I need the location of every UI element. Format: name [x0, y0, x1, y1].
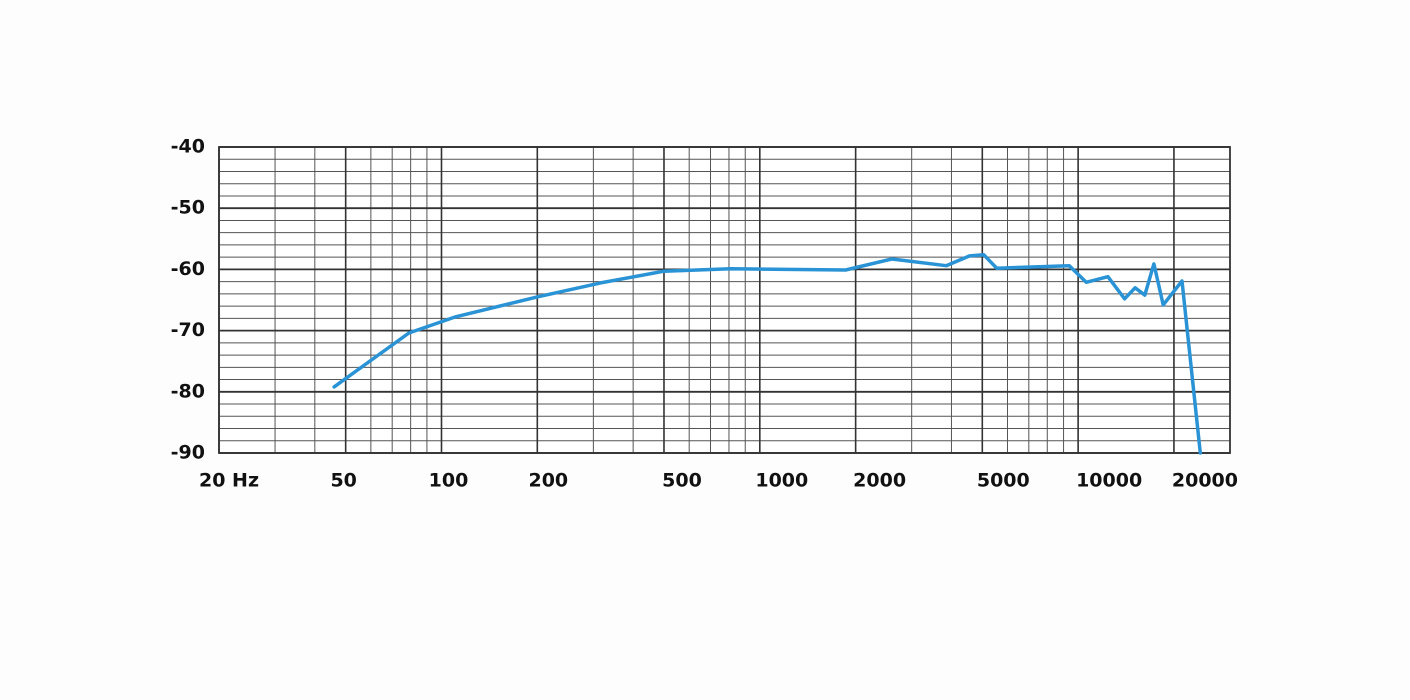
y-tick-label: -70	[171, 319, 205, 341]
response-line	[332, 252, 1203, 455]
x-tick-label: 10000	[1076, 470, 1142, 492]
plot-area	[219, 147, 1230, 453]
x-tick-label: 1000	[755, 470, 808, 492]
y-tick-label: -80	[171, 380, 205, 402]
x-tick-label: 20000	[1172, 470, 1238, 492]
y-tick-label: -50	[171, 197, 205, 219]
x-tick-label: 50	[330, 470, 356, 492]
y-tick-label: -40	[171, 136, 205, 158]
x-tick-label: 2000	[853, 470, 906, 492]
x-tick-label: 20 Hz	[199, 470, 259, 492]
x-tick-label: 100	[429, 470, 469, 492]
x-tick-label: 200	[528, 470, 568, 492]
plot-border	[218, 146, 1231, 454]
y-tick-label: -90	[171, 442, 205, 464]
x-tick-label: 500	[662, 470, 702, 492]
y-tick-label: -60	[171, 258, 205, 280]
x-tick-label: 5000	[977, 470, 1030, 492]
